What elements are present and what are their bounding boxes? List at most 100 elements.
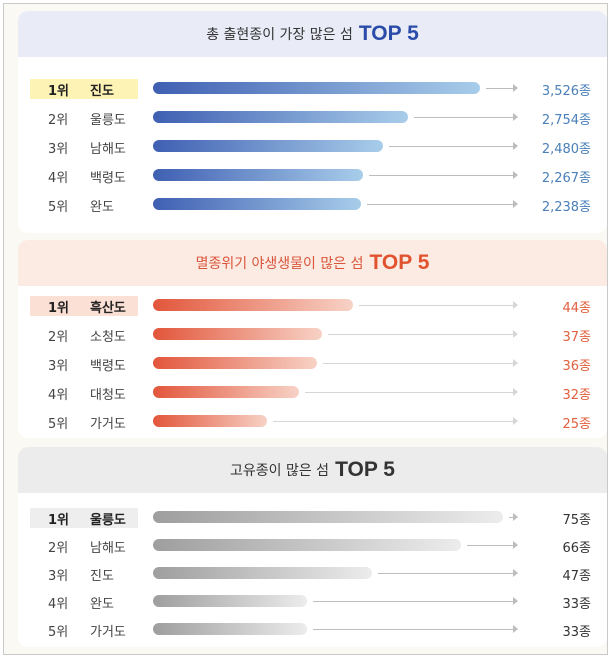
island-name: 진도 xyxy=(90,84,114,99)
top-rank-highlight xyxy=(30,296,138,316)
leader-arrow-icon xyxy=(513,142,518,150)
bar xyxy=(153,198,361,210)
rank-label: 5위 xyxy=(48,625,69,640)
leader-line xyxy=(305,392,513,393)
leader-line xyxy=(389,146,513,147)
leader-line xyxy=(367,204,513,205)
bar-row: 1위 울릉도 75종 xyxy=(18,508,607,528)
leader-arrow-icon xyxy=(513,417,518,425)
leader-arrow-icon xyxy=(513,513,518,521)
card-endemic-species: 고유종이 많은 섬 TOP 5 1위 울릉도 75종 2위 남해도 66종 3위 진도 47종 4… xyxy=(18,447,607,647)
chart-title: 총 출현종이 가장 많은 섬 xyxy=(206,27,353,43)
leader-line xyxy=(369,175,513,176)
bar xyxy=(153,415,267,427)
island-name: 흑산도 xyxy=(90,301,126,316)
island-name: 남해도 xyxy=(90,142,126,157)
chart-title: 멸종위기 야생생물이 많은 섬 xyxy=(195,256,364,272)
rank-label: 3위 xyxy=(48,142,69,157)
island-name: 진도 xyxy=(90,569,114,584)
value-label: 36종 xyxy=(562,359,591,374)
bar-row: 4위 대청도 32종 xyxy=(18,383,607,403)
leader-line xyxy=(273,421,513,422)
card-header: 총 출현종이 가장 많은 섬 TOP 5 xyxy=(18,11,607,57)
rank-label: 2위 xyxy=(48,113,69,128)
rank-label: 1위 xyxy=(48,84,70,99)
bar-row: 1위 흑산도 44종 xyxy=(18,296,607,316)
leader-line xyxy=(359,305,513,306)
leader-line xyxy=(313,629,513,630)
island-name: 백령도 xyxy=(90,359,126,374)
bar-row: 3위 백령도 36종 xyxy=(18,354,607,374)
value-label: 2,267종 xyxy=(541,171,591,186)
rank-label: 3위 xyxy=(48,359,69,374)
value-label: 47종 xyxy=(562,569,591,584)
leader-arrow-icon xyxy=(513,200,518,208)
leader-line xyxy=(378,573,513,574)
bar-row: 4위 완도 33종 xyxy=(18,592,607,612)
island-name: 완도 xyxy=(90,200,114,215)
bar-row: 3위 남해도 2,480종 xyxy=(18,137,607,157)
leader-arrow-icon xyxy=(513,359,518,367)
bar xyxy=(153,623,307,635)
chart-title: 고유종이 많은 섬 xyxy=(230,463,330,479)
rank-label: 4위 xyxy=(48,388,69,403)
leader-arrow-icon xyxy=(513,330,518,338)
rank-label: 4위 xyxy=(48,597,69,612)
bar-row: 2위 남해도 66종 xyxy=(18,536,607,556)
bar xyxy=(153,595,307,607)
bar xyxy=(153,299,353,311)
bar-row: 2위 소청도 37종 xyxy=(18,325,607,345)
card-total-species: 총 출현종이 가장 많은 섬 TOP 5 1위 진도 3,526종 2위 울릉도 2,75… xyxy=(18,11,607,233)
leader-arrow-icon xyxy=(513,541,518,549)
bar-row: 2위 울릉도 2,754종 xyxy=(18,108,607,128)
bar xyxy=(153,82,480,94)
value-label: 66종 xyxy=(562,541,591,556)
island-name: 가거도 xyxy=(90,417,126,432)
bar xyxy=(153,511,503,523)
leader-line xyxy=(486,88,513,89)
island-name: 완도 xyxy=(90,597,114,612)
leader-arrow-icon xyxy=(513,569,518,577)
leader-arrow-icon xyxy=(513,388,518,396)
card-header: 멸종위기 야생생물이 많은 섬 TOP 5 xyxy=(18,240,607,286)
bar xyxy=(153,539,461,551)
leader-line xyxy=(509,517,513,518)
leader-arrow-icon xyxy=(513,84,518,92)
rank-label: 1위 xyxy=(48,513,70,528)
leader-arrow-icon xyxy=(513,113,518,121)
value-label: 2,238종 xyxy=(541,200,591,215)
bar xyxy=(153,386,299,398)
leader-line xyxy=(323,363,513,364)
bar xyxy=(153,111,408,123)
value-label: 25종 xyxy=(562,417,591,432)
top-rank-highlight xyxy=(30,79,138,99)
value-label: 33종 xyxy=(562,625,591,640)
rank-label: 5위 xyxy=(48,417,69,432)
rank-label: 2위 xyxy=(48,541,69,556)
bar-row: 5위 가거도 25종 xyxy=(18,412,607,432)
value-label: 2,754종 xyxy=(541,113,591,128)
chart-title-top: TOP 5 xyxy=(335,458,395,481)
island-name: 울릉도 xyxy=(90,513,126,528)
leader-arrow-icon xyxy=(513,301,518,309)
value-label: 32종 xyxy=(562,388,591,403)
top-rank-highlight xyxy=(30,508,138,528)
bar xyxy=(153,169,363,181)
leader-line xyxy=(313,601,513,602)
leader-line xyxy=(328,334,513,335)
value-label: 44종 xyxy=(562,301,591,316)
bar xyxy=(153,140,383,152)
rank-label: 5위 xyxy=(48,200,69,215)
leader-line xyxy=(467,545,513,546)
chart-title-top: TOP 5 xyxy=(358,22,419,45)
leader-arrow-icon xyxy=(513,597,518,605)
island-name: 가거도 xyxy=(90,625,126,640)
rank-label: 4위 xyxy=(48,171,69,186)
bar-row: 3위 진도 47종 xyxy=(18,564,607,584)
value-label: 3,526종 xyxy=(541,84,591,99)
infographic-frame: 총 출현종이 가장 많은 섬 TOP 5 1위 진도 3,526종 2위 울릉도 2,75… xyxy=(3,3,608,655)
chart-title-top: TOP 5 xyxy=(369,251,430,274)
bar-row: 1위 진도 3,526종 xyxy=(18,79,607,99)
island-name: 울릉도 xyxy=(90,113,126,128)
value-label: 37종 xyxy=(562,330,591,345)
